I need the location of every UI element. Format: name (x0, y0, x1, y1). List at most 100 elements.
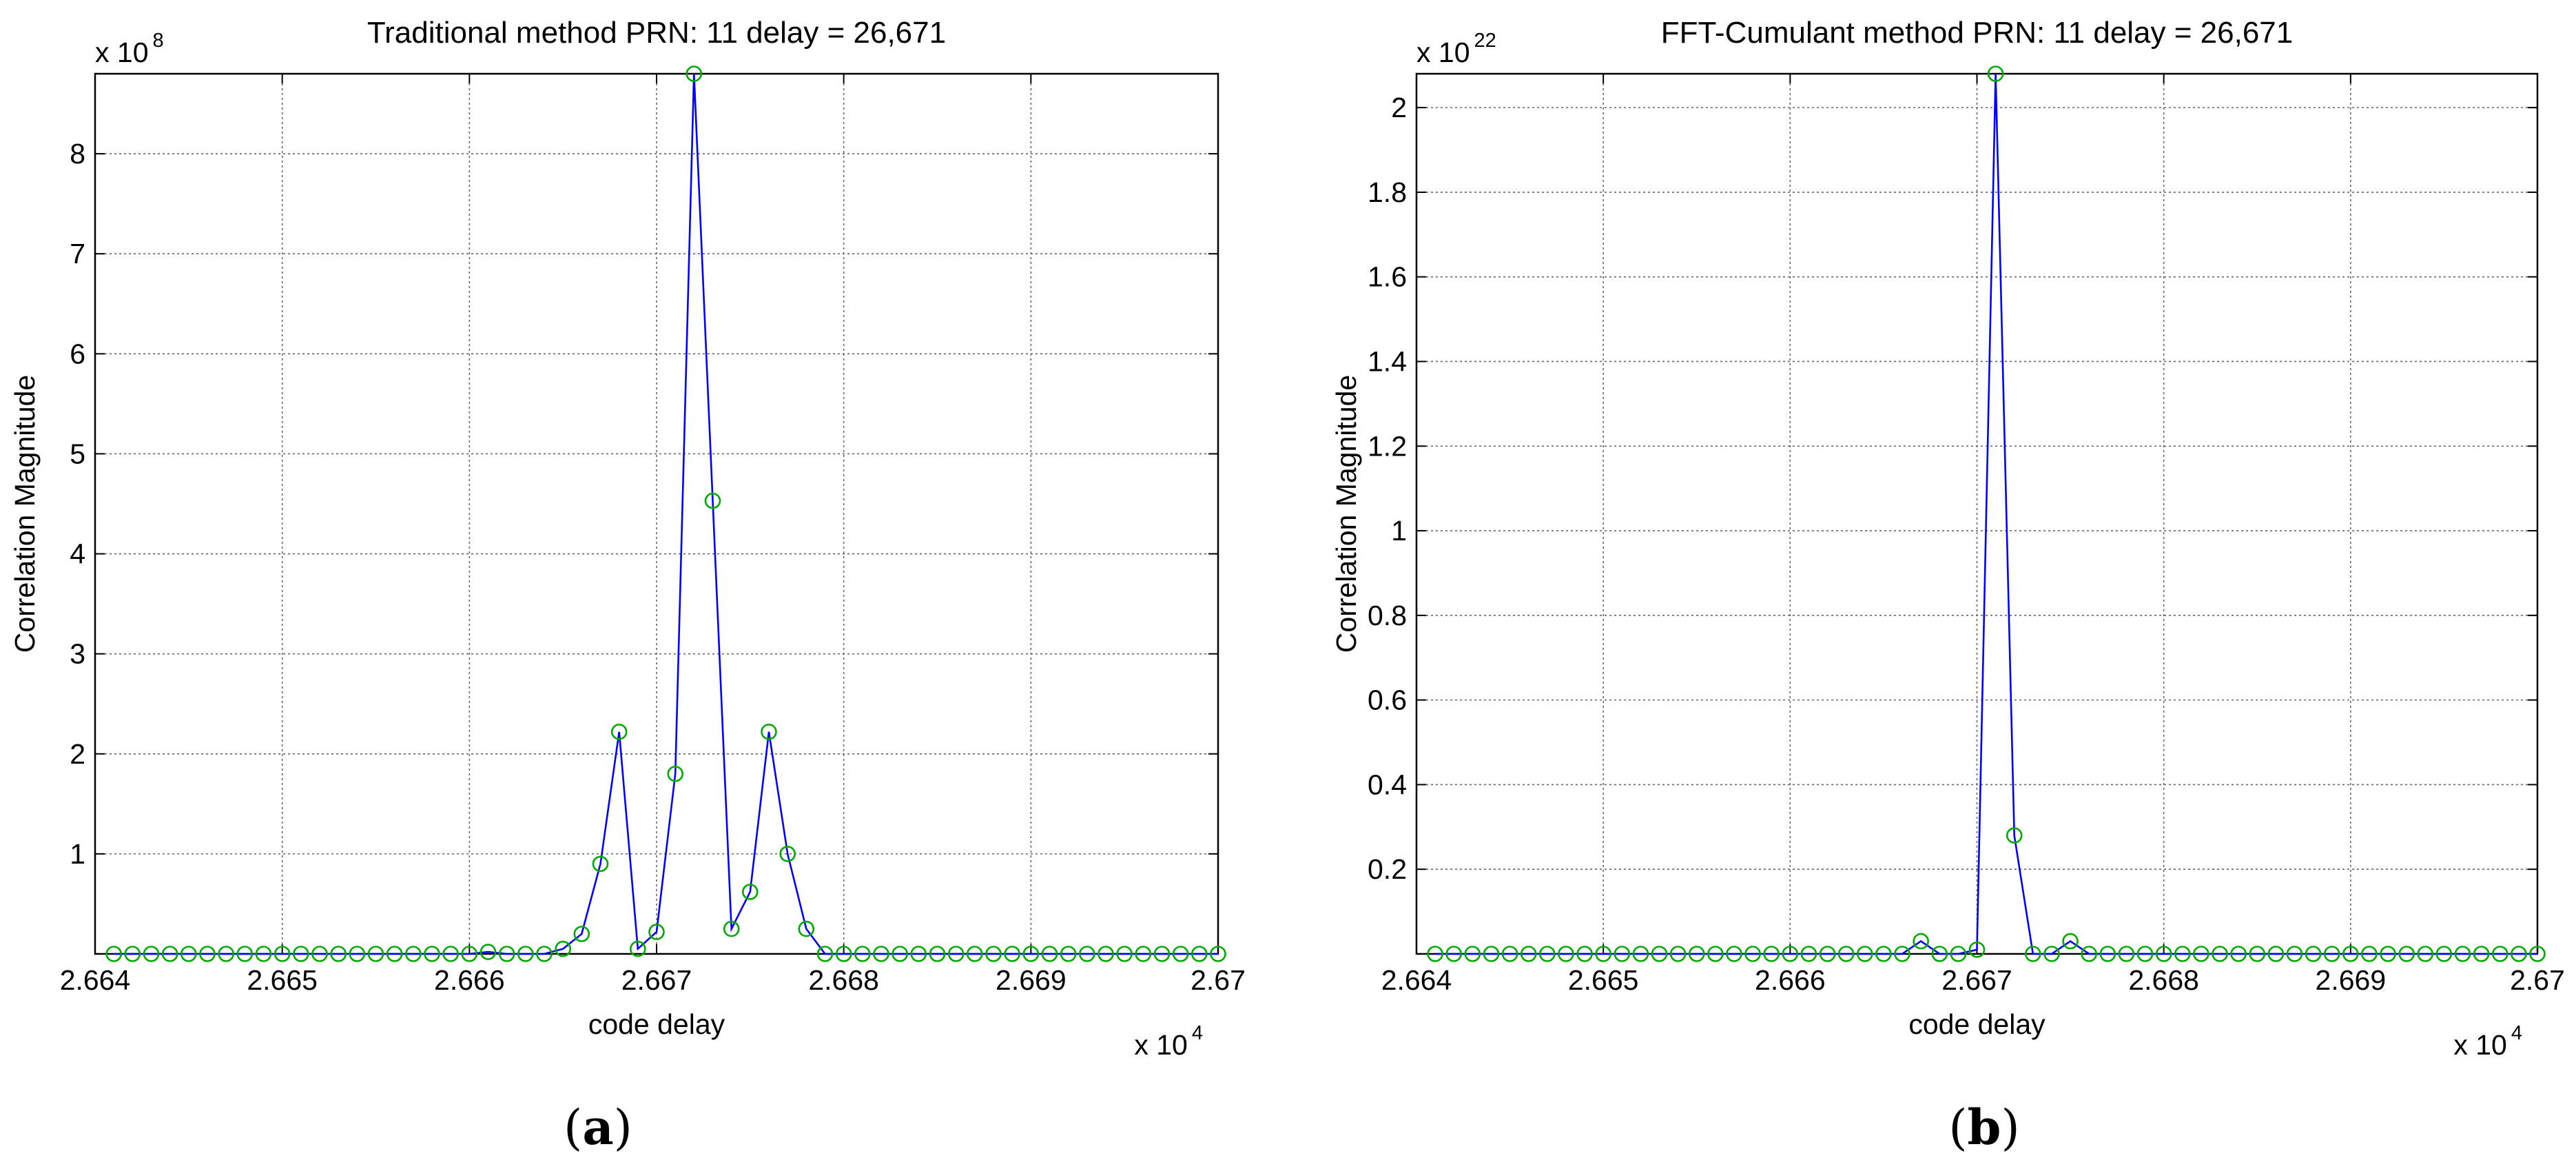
data-point-a (1172, 946, 1189, 962)
data-point-a (292, 946, 309, 962)
data-point-a (704, 492, 721, 509)
data-point-b (1669, 946, 1687, 962)
data-point-a (854, 946, 871, 962)
data-point-b (2398, 946, 2415, 962)
x-tick-label-a: 2.669 (996, 964, 1067, 996)
data-point-b (1857, 946, 1873, 962)
data-point-a (1153, 946, 1171, 962)
data-point-a (779, 846, 796, 862)
data-point-b (2417, 946, 2434, 962)
data-point-b (2305, 946, 2322, 962)
axis-ticks-b: 2.664 2.665 2.666 2.667 2.668 2.669 2.67 0.2 0.4… (1368, 74, 2565, 996)
data-point-b (1894, 946, 1910, 962)
data-point-a (517, 946, 534, 962)
data-point-a (442, 946, 460, 962)
data-point-a (161, 946, 178, 962)
data-point-a (330, 946, 347, 962)
data-point-a (199, 946, 216, 962)
data-point-a (667, 766, 684, 782)
y-tick-label-b: 0.4 (1368, 768, 1407, 800)
data-point-a (761, 724, 777, 740)
panel-caption-letter-a: a (582, 1099, 613, 1156)
y-multiplier-b: x 10 22 (1416, 30, 1496, 68)
x-tick-label-a: 2.668 (808, 964, 879, 996)
data-point-a (349, 946, 366, 962)
series-a (105, 65, 1226, 962)
y-tick-label-a: 7 (70, 238, 85, 269)
data-point-b (1632, 946, 1649, 962)
y-tick-label-b: 2 (1391, 92, 1407, 123)
data-point-a (386, 946, 403, 962)
data-point-a (873, 946, 889, 962)
x-multiplier-b: x 10 4 (2453, 1022, 2522, 1061)
x-tick-label-a: 2.665 (247, 964, 318, 996)
data-point-b (2342, 946, 2359, 962)
data-point-a (218, 946, 235, 962)
y-tick-label-b: 1.2 (1368, 430, 1407, 462)
y-multiplier-base-a: x 10 (95, 37, 149, 68)
chart-title-b: FFT-Cumulant method PRN: 11 delay = 26,6… (1661, 16, 2294, 50)
data-point-b (2212, 946, 2228, 962)
data-point-a (686, 65, 703, 82)
data-point-b (1763, 946, 1780, 962)
data-point-b (2062, 933, 2079, 950)
data-point-a (1022, 946, 1040, 962)
y-tick-label-a: 1 (70, 838, 85, 870)
x-multiplier-a: x 10 4 (1134, 1022, 1203, 1061)
x-tick-label-b: 2.667 (1941, 964, 2012, 996)
y-tick-label-b: 1 (1391, 515, 1407, 547)
y-tick-label-a: 4 (70, 538, 85, 570)
y-tick-label-b: 0.6 (1368, 684, 1407, 716)
data-point-b (2286, 946, 2303, 962)
data-point-a (648, 924, 665, 940)
chart-title-a: Traditional method PRN: 11 delay = 26,67… (367, 16, 946, 50)
data-point-b (1689, 946, 1705, 962)
data-point-b (1445, 946, 1462, 962)
data-point-b (1464, 946, 1481, 962)
data-point-b (1595, 946, 1611, 962)
data-point-a (480, 944, 497, 960)
data-point-b (2136, 946, 2154, 962)
data-point-a (180, 946, 197, 962)
data-point-a (105, 946, 122, 962)
data-point-b (1483, 946, 1500, 962)
data-point-b (2025, 946, 2041, 962)
data-point-a (367, 946, 384, 962)
data-point-b (2267, 946, 2285, 962)
data-point-b (1520, 946, 1537, 962)
chart-panel-b: 2.664 2.665 2.666 2.667 2.668 2.669 2.67 0.2 0.4… (1330, 16, 2565, 1156)
data-point-b (1931, 946, 1948, 962)
gridlines-a (95, 74, 1218, 954)
data-point-b (2118, 946, 2135, 962)
data-point-b (1707, 946, 1724, 962)
x-tick-label-a: 2.67 (1191, 964, 1246, 996)
y-multiplier-base-b: x 10 (1416, 37, 1470, 68)
data-point-a (536, 946, 553, 962)
data-point-b (1651, 946, 1668, 962)
panel-caption-letter-b: b (1968, 1099, 2001, 1156)
data-point-b (1837, 946, 1855, 962)
data-point-b (1744, 946, 1761, 962)
data-point-b (2099, 946, 2116, 962)
data-point-b (2006, 827, 2023, 844)
series-line-a (114, 73, 1218, 955)
data-point-b (2492, 946, 2508, 962)
data-point-b (2174, 946, 2191, 962)
x-tick-label-b: 2.668 (2128, 964, 2199, 996)
data-point-a (816, 946, 834, 962)
data-point-b (1782, 946, 1799, 962)
data-point-b (2454, 946, 2471, 962)
panel-caption-a: (a) (564, 1099, 632, 1156)
x-tick-label-a: 2.666 (434, 964, 505, 996)
series-line-b (1435, 73, 2537, 955)
data-point-a (835, 946, 852, 962)
series-b (1427, 65, 2546, 962)
y-tick-label-a: 6 (70, 338, 85, 369)
data-point-a (929, 946, 946, 962)
data-point-b (2155, 946, 2172, 962)
x-tick-label-a: 2.664 (60, 964, 131, 996)
data-point-b (1427, 946, 1443, 962)
data-point-b (1913, 933, 1929, 950)
x-multiplier-exponent-b: 4 (2511, 1022, 2522, 1044)
